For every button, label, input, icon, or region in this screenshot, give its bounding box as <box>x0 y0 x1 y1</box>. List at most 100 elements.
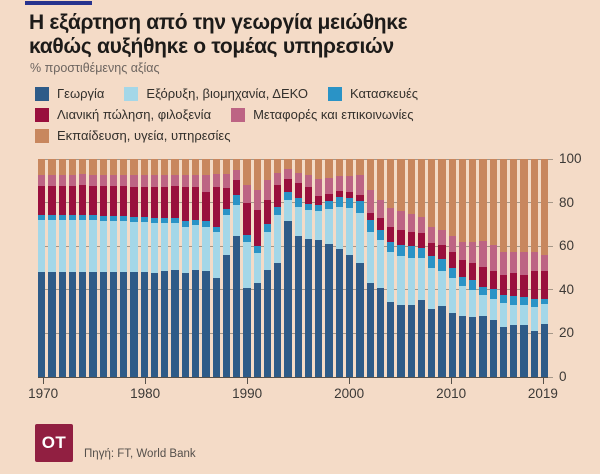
y-tick-label-20: 20 <box>559 325 575 341</box>
bar-1991 <box>253 159 261 377</box>
bar-segment <box>58 214 66 220</box>
bar-segment <box>222 254 231 377</box>
bar-1970 <box>38 159 46 377</box>
x-tick-2019 <box>542 378 544 384</box>
bar-segment <box>284 178 292 192</box>
bar-segment <box>150 159 159 176</box>
bar-segment <box>222 174 231 189</box>
bar-segment <box>499 251 508 275</box>
bar-segment <box>140 187 148 217</box>
bar-segment <box>140 222 148 273</box>
bar-segment <box>345 208 354 255</box>
bar-segment <box>274 214 282 263</box>
y-tick-label-40: 40 <box>559 281 575 297</box>
bar-segment <box>212 277 220 377</box>
bar-segment <box>530 159 539 252</box>
bar-segment <box>397 245 405 256</box>
bar-segment <box>510 324 518 377</box>
bar-segment <box>448 267 456 278</box>
bar-1986 <box>202 159 210 377</box>
y-tick-label-60: 60 <box>559 238 575 254</box>
bar-1998 <box>325 159 333 377</box>
bar-2007 <box>417 159 426 377</box>
bar-segment <box>233 169 241 180</box>
bar-segment <box>489 298 497 321</box>
bar-segment <box>79 159 87 175</box>
bar-segment <box>130 187 138 217</box>
bar-1988 <box>222 159 231 377</box>
bar-segment <box>530 307 539 332</box>
bar-1976 <box>99 159 107 377</box>
legend-row-1: Γεωργία Εξόρυξη, βιομηχανία, ΔΕΚΟ Κατασκευ… <box>35 83 418 104</box>
bar-1982 <box>161 159 169 377</box>
ot-logo: OT <box>35 424 73 462</box>
bar-2014 <box>489 159 497 377</box>
bar-segment <box>243 185 251 203</box>
bar-1979 <box>130 159 138 377</box>
accent-rule <box>25 1 92 5</box>
bar-segment <box>397 305 405 377</box>
bar-segment <box>233 204 241 237</box>
bar-1989 <box>233 159 241 377</box>
bar-segment <box>243 241 251 288</box>
bar-segment <box>38 186 46 215</box>
bar-segment <box>161 159 169 176</box>
bar-segment <box>428 309 436 377</box>
bar-segment <box>89 220 97 273</box>
bar-segment <box>469 262 477 280</box>
bar-segment <box>140 216 148 223</box>
x-axis <box>38 377 548 378</box>
bar-segment <box>315 239 323 377</box>
legend-item: Κατασκευές <box>328 86 418 101</box>
bar-segment <box>79 174 87 186</box>
bar-segment <box>68 214 77 220</box>
bar-segment <box>202 159 210 176</box>
bar-segment <box>294 206 302 237</box>
bar-1983 <box>171 159 179 377</box>
title-line-1: Η εξάρτηση από την γεωργία μειώθηκε <box>29 11 408 34</box>
bar-segment <box>489 159 497 246</box>
bar-segment <box>345 159 354 177</box>
bar-segment <box>407 232 415 247</box>
legend-label: Λιανική πώληση, φιλοξενία <box>57 107 212 122</box>
bar-segment <box>304 159 313 176</box>
legend-item: Γεωργία <box>35 86 104 101</box>
x-tick-1970 <box>43 378 45 384</box>
bar-segment <box>294 173 302 183</box>
bar-segment <box>356 213 364 263</box>
bar-segment <box>202 271 210 377</box>
bar-segment <box>243 235 251 242</box>
bar-segment <box>120 186 128 216</box>
bar-segment <box>417 258 426 300</box>
bar-segment <box>89 186 97 215</box>
bar-segment <box>304 187 313 204</box>
bar-segment <box>520 305 528 325</box>
bar-segment <box>58 272 66 377</box>
bar-segment <box>335 176 343 191</box>
source-note: Πηγή: FT, World Bank <box>84 448 196 460</box>
bar-segment <box>233 236 241 377</box>
bar-segment <box>89 272 97 377</box>
bar-segment <box>479 286 487 296</box>
bar-segment <box>161 175 169 188</box>
bar-segment <box>191 175 200 188</box>
bar-segment <box>479 315 487 377</box>
legend-row-3: Εκπαίδευση, υγεία, υπηρεσίες <box>35 125 418 146</box>
bar-segment <box>243 287 251 377</box>
bar-segment <box>109 221 118 273</box>
x-tick-label-2010: 2010 <box>436 386 467 401</box>
bar-segment <box>171 217 179 224</box>
bar-segment <box>520 251 528 275</box>
bar-1973 <box>68 159 77 377</box>
bar-segment <box>417 216 426 234</box>
bar-segment <box>222 214 231 255</box>
bar-segment <box>520 159 528 252</box>
bar-segment <box>366 159 374 190</box>
bar-segment <box>109 215 118 222</box>
bar-segment <box>530 298 539 308</box>
legend-swatch-icon <box>35 86 49 101</box>
bar-segment <box>499 326 508 377</box>
bar-segment <box>304 238 313 377</box>
bar-segment <box>387 226 395 242</box>
bar-segment <box>356 201 364 214</box>
